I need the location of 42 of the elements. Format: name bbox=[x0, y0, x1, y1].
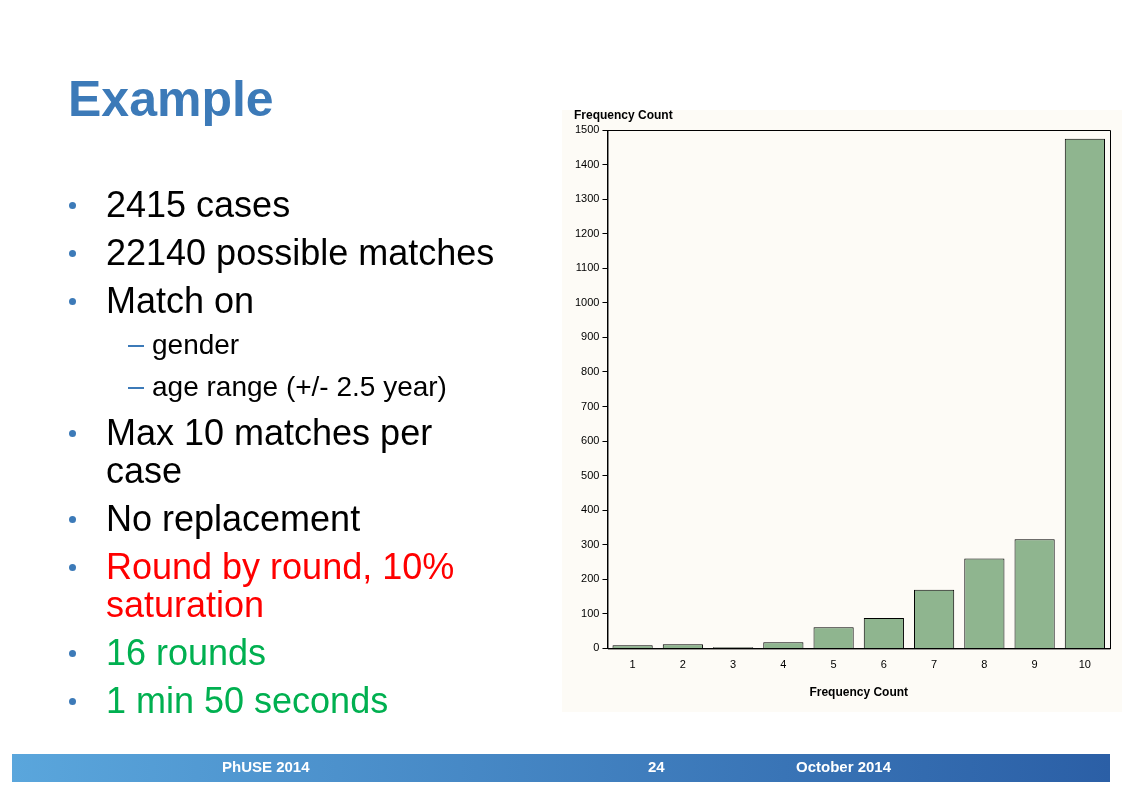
x-tick-label: 6 bbox=[880, 658, 887, 671]
y-tick-label: 1500 bbox=[574, 123, 600, 136]
y-tick-label: 900 bbox=[581, 330, 600, 343]
text: 1 min 50 seconds bbox=[105, 680, 390, 721]
text: 16 rounds bbox=[105, 632, 268, 673]
text: 22140 possible matches bbox=[105, 232, 496, 273]
x-axis-title: Frequency Count bbox=[809, 685, 909, 700]
y-tick-label: 1300 bbox=[574, 192, 600, 205]
y-tick-label: 400 bbox=[581, 503, 600, 516]
x-tick-label: 3 bbox=[730, 658, 737, 671]
text: 24 bbox=[648, 758, 665, 775]
x-tick-label: 1 bbox=[629, 658, 636, 671]
x-tick-label: 5 bbox=[830, 658, 837, 671]
y-tick-label: 200 bbox=[581, 572, 600, 585]
text: PhUSE 2014 bbox=[222, 758, 310, 775]
y-tick-label: 1200 bbox=[574, 226, 600, 239]
text: Max 10 matches per case bbox=[105, 412, 434, 491]
y-tick-label: 700 bbox=[581, 399, 600, 412]
text: October 2014 bbox=[796, 758, 892, 775]
x-tick-label: 4 bbox=[780, 658, 787, 671]
y-tick-label: 100 bbox=[581, 606, 600, 619]
text: No replacement bbox=[105, 498, 362, 539]
y-tick-label: 300 bbox=[581, 537, 600, 550]
x-tick-label: 8 bbox=[981, 658, 988, 671]
text: Match on bbox=[105, 280, 256, 321]
x-tick-label: 2 bbox=[679, 658, 686, 671]
text: Example bbox=[68, 70, 274, 128]
text: Round by round, 10% saturation bbox=[105, 546, 456, 625]
text: 2415 cases bbox=[105, 184, 292, 225]
y-tick-label: 1400 bbox=[574, 157, 600, 170]
text: age range (+/- 2.5 year) bbox=[151, 371, 448, 402]
x-tick-label: 9 bbox=[1031, 658, 1038, 671]
y-tick-label: 600 bbox=[581, 434, 600, 447]
y-tick-label: 1100 bbox=[575, 261, 600, 274]
y-tick-label: 800 bbox=[581, 364, 600, 377]
text: gender bbox=[151, 329, 241, 360]
y-tick-label: 500 bbox=[581, 468, 600, 481]
y-axis-title: Frequency Count bbox=[574, 108, 673, 123]
y-tick-label: 0 bbox=[593, 641, 600, 654]
x-tick-label: 10 bbox=[1078, 658, 1091, 671]
x-tick-label: 7 bbox=[931, 658, 938, 671]
y-tick-label: 1000 bbox=[574, 295, 600, 308]
